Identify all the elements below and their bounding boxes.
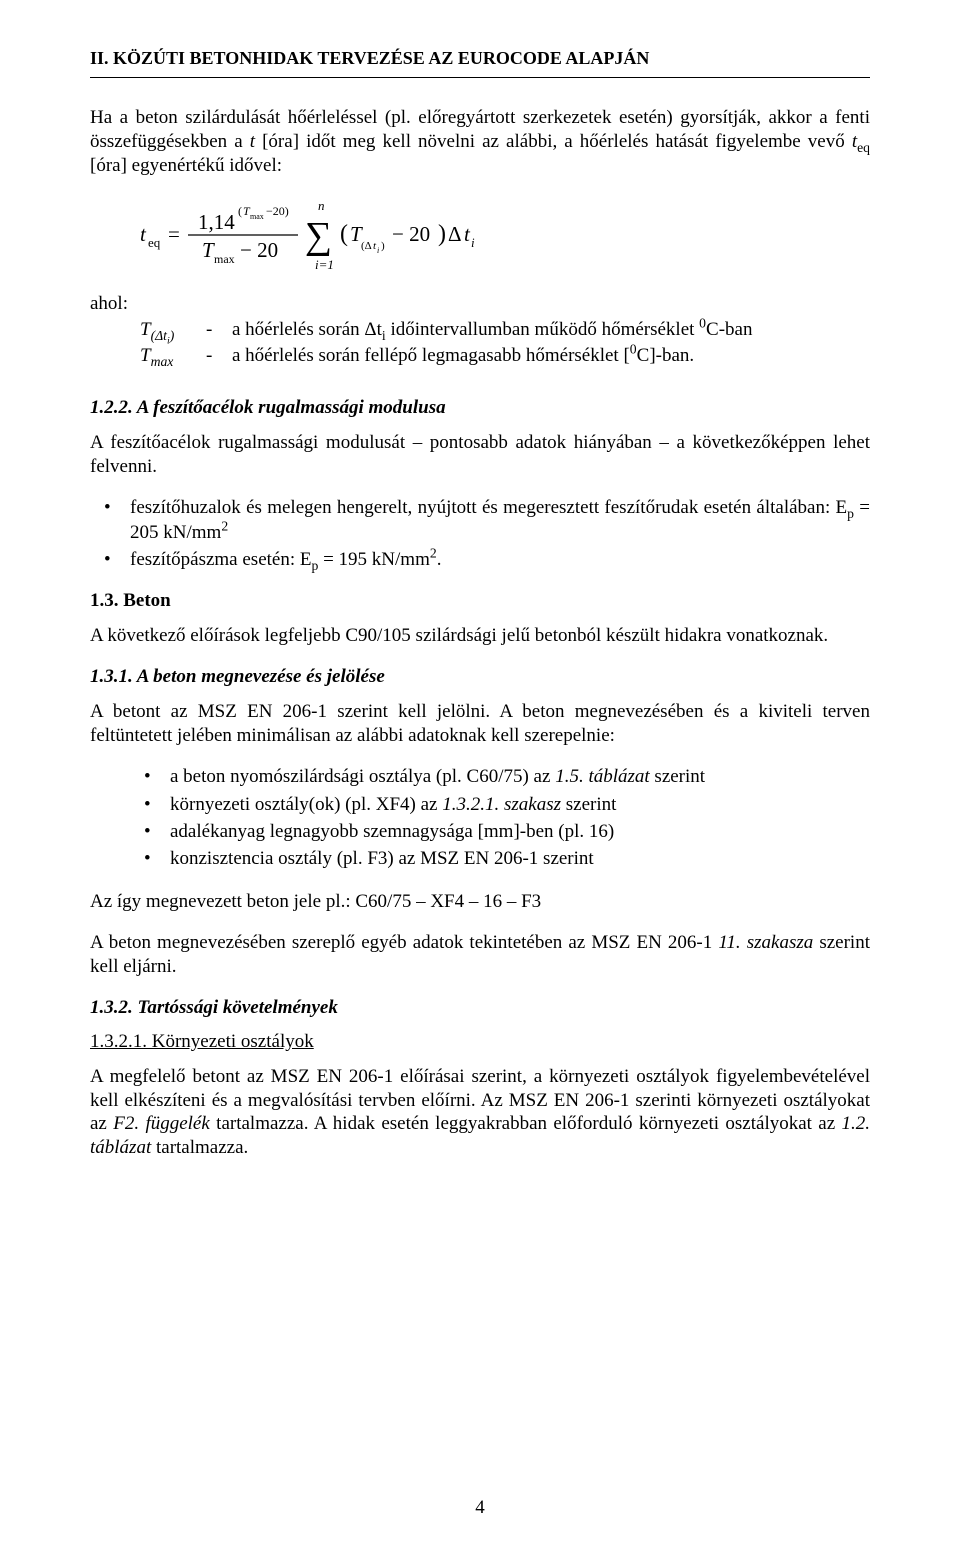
svg-text:(: ( [238, 204, 242, 218]
svg-text:): ) [381, 240, 385, 252]
s1321-p1: A megfelelő betont az MSZ EN 206-1 előír… [90, 1065, 870, 1160]
svg-text:i: i [377, 246, 379, 255]
list-item: környezeti osztály(ok) (pl. XF4) az 1.3.… [90, 793, 870, 817]
header-rule [90, 77, 870, 78]
where-symbol: Tmax [140, 343, 206, 369]
formula-svg: t eq = 1,14 ( T max −20) T max − 20 n ∑ … [140, 195, 490, 273]
heading-1-2-2: 1.2.2. A feszítőacélok rugalmassági modu… [90, 397, 870, 419]
heading-1-3-2-1: 1.3.2.1. Környezeti osztályok [90, 1031, 870, 1053]
svg-text:t: t [140, 222, 147, 246]
page: II. KÖZÚTI BETONHIDAK TERVEZÉSE AZ EUROC… [0, 0, 960, 1565]
where-label: ahol: [90, 293, 870, 315]
svg-text:n: n [318, 198, 325, 213]
list-item: adalékanyag legnagyobb szemnagysága [mm]… [90, 820, 870, 844]
s131-list: a beton nyomószilárdsági osztálya (pl. C… [90, 765, 870, 871]
page-number: 4 [0, 1497, 960, 1519]
s122-list: feszítőhuzalok és melegen hengerelt, nyú… [90, 496, 870, 572]
svg-text:i: i [471, 235, 475, 250]
list-item: konzisztencia osztály (pl. F3) az MSZ EN… [90, 847, 870, 871]
s131-p2: Az így megnevezett beton jele pl.: C60/7… [90, 890, 870, 914]
s122-p1: A feszítőacélok rugalmassági modulusát –… [90, 431, 870, 479]
svg-text:max: max [250, 212, 264, 221]
svg-text:=: = [168, 222, 180, 246]
svg-text:i=1: i=1 [315, 257, 334, 272]
svg-text:− 20: − 20 [240, 238, 278, 262]
svg-text:Δ: Δ [448, 222, 462, 246]
svg-text:(: ( [340, 221, 348, 247]
where-dash: - [206, 317, 232, 343]
where-dash: - [206, 343, 232, 369]
where-row: Tmax - a hőérlelés során fellépő legmaga… [140, 343, 758, 369]
svg-text:): ) [438, 221, 446, 247]
s131-p1: A betont az MSZ EN 206-1 szerint kell je… [90, 700, 870, 748]
running-header: II. KÖZÚTI BETONHIDAK TERVEZÉSE AZ EUROC… [90, 48, 870, 69]
intro-paragraph: Ha a beton szilárdulását hőérleléssel (p… [90, 106, 870, 177]
svg-text:(Δ: (Δ [361, 240, 372, 252]
svg-text:∑: ∑ [305, 215, 332, 257]
where-desc: a hőérlelés során Δti időintervallumban … [232, 317, 758, 343]
list-item: a beton nyomószilárdsági osztálya (pl. C… [90, 765, 870, 789]
svg-text:max: max [214, 252, 235, 266]
heading-1-3-2: 1.3.2. Tartóssági követelmények [90, 997, 870, 1019]
svg-text:t: t [464, 222, 471, 246]
where-symbol: T(Δti) [140, 317, 206, 343]
where-row: T(Δti) - a hőérlelés során Δti időinterv… [140, 317, 758, 343]
where-desc: a hőérlelés során fellépő legmagasabb hő… [232, 343, 758, 369]
list-item: feszítőhuzalok és melegen hengerelt, nyú… [90, 496, 870, 545]
where-block: ahol: T(Δti) - a hőérlelés során Δti idő… [90, 293, 870, 369]
formula-teq: t eq = 1,14 ( T max −20) T max − 20 n ∑ … [140, 195, 870, 273]
where-table: T(Δti) - a hőérlelés során Δti időinterv… [140, 317, 758, 369]
heading-1-3: 1.3. Beton [90, 590, 870, 612]
svg-text:−20): −20) [266, 204, 289, 218]
s131-p3: A beton megnevezésében szereplő egyéb ad… [90, 931, 870, 979]
svg-text:1,14: 1,14 [198, 210, 235, 234]
s13-p1: A következő előírások legfeljebb C90/105… [90, 624, 870, 648]
svg-text:eq: eq [148, 235, 161, 250]
list-item: feszítőpászma esetén: Ep = 195 kN/mm2. [90, 548, 870, 572]
svg-text:− 20: − 20 [392, 222, 430, 246]
heading-1-3-1: 1.3.1. A beton megnevezése és jelölése [90, 666, 870, 688]
